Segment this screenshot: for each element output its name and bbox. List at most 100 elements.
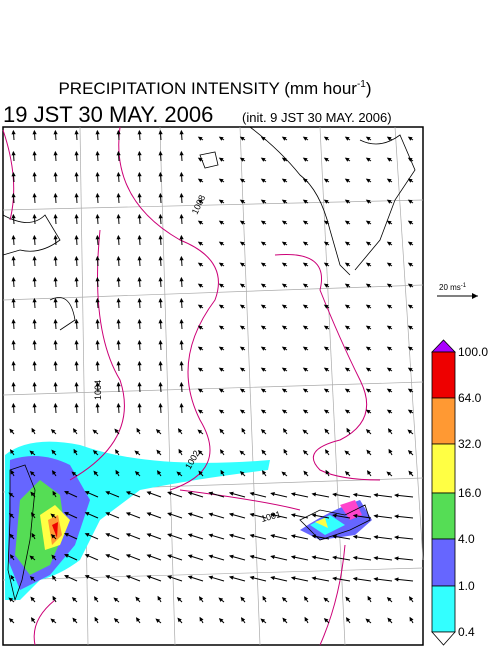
wind-arrow-head <box>9 533 14 539</box>
wind-arrow-head <box>74 318 79 324</box>
wind-arrow-head <box>187 491 193 496</box>
wind-arrow-head <box>240 617 246 622</box>
wind-arrow-head <box>116 360 121 366</box>
title-sup: -1 <box>357 79 366 90</box>
wind-arrow-head <box>302 178 308 183</box>
lat-lon-grid <box>2 126 424 646</box>
wind-arrow-head <box>249 491 255 496</box>
colorbar-label: 1.0 <box>458 579 475 593</box>
wind-arrow-head <box>187 554 193 559</box>
wind-arrow-head <box>116 213 121 219</box>
wind-arrow-head <box>11 318 16 324</box>
wind-arrow-head <box>179 213 184 219</box>
wind-arrow-head <box>199 616 204 622</box>
wind-arrow-head <box>386 178 392 183</box>
wind-arrow-head <box>407 325 413 330</box>
wind-arrow-head <box>408 596 414 601</box>
wind-vectors <box>8 129 414 624</box>
wind-arrow-head <box>365 409 371 414</box>
wind-arrow-head <box>394 493 399 498</box>
wind-arrow-head <box>323 220 329 225</box>
wind-arrow-head <box>116 150 121 156</box>
wind-arrow-head <box>311 492 317 497</box>
wind-arrow-head <box>261 470 267 475</box>
wind-arrow-head <box>157 595 162 601</box>
wind-arrow-head <box>281 283 287 288</box>
wind-arrow-head <box>137 234 142 240</box>
wind-arrow-head <box>137 297 142 303</box>
wind-arrow-head <box>158 339 163 345</box>
wind-arrow-head <box>8 597 14 602</box>
wind-arrow-head <box>220 469 225 475</box>
wind-arrow-head <box>187 533 193 538</box>
wind-arrow-head <box>323 618 329 623</box>
wind-arrow-head <box>407 304 413 309</box>
wind-arrow-head <box>260 429 266 434</box>
wind-arrow-head <box>95 318 100 324</box>
wind-arrow-head <box>303 470 308 476</box>
wind-arrow-head <box>239 450 245 455</box>
wind-arrow-head <box>176 597 182 602</box>
wind-arrow-head <box>344 367 350 372</box>
wind-arrow-head <box>116 276 121 282</box>
wind-arrow-head <box>407 157 413 162</box>
wind-arrow-head <box>260 136 266 141</box>
precipitation <box>5 441 372 600</box>
wind-arrow-head <box>386 220 392 225</box>
wind-arrow-head <box>32 402 37 408</box>
wind-arrow-head <box>179 297 184 303</box>
wind-arrow-head <box>179 360 184 366</box>
wind-arrow-head <box>260 409 266 414</box>
wind-arrow-head <box>408 470 413 476</box>
wind-arrow-head <box>64 574 69 579</box>
wind-arrow-head <box>93 470 98 476</box>
wind-arrow-head <box>95 381 100 387</box>
wind-arrow-head <box>208 533 214 538</box>
title: PRECIPITATION INTENSITY (mm hour-1) <box>58 79 371 98</box>
wind-arrow-head <box>179 192 184 198</box>
wind-arrow-head <box>386 157 392 162</box>
wind-arrow-head <box>137 339 142 345</box>
wind-arrow-head <box>74 360 79 366</box>
wind-arrow-head <box>386 471 392 476</box>
wind-arrow-head <box>53 360 58 366</box>
wind-arrow-head <box>187 575 193 580</box>
wind-arrow-head <box>29 471 35 476</box>
wind-arrow-head <box>105 533 111 537</box>
wind-arrow-head <box>93 596 99 601</box>
wind-arrow-head <box>249 575 255 580</box>
wind-arrow-head <box>239 471 245 476</box>
wind-arrow-head <box>30 512 36 517</box>
wind-arrow-head <box>179 402 184 408</box>
wind-arrow-head <box>407 178 413 183</box>
wind-arrow-head <box>323 304 329 309</box>
wind-arrow-head <box>365 283 371 288</box>
wind-arrow-head <box>302 199 308 204</box>
wind-arrow-head <box>344 283 350 288</box>
wind-arrow-head <box>302 450 308 455</box>
wind-arrow-head <box>218 220 224 225</box>
wind-arrow-head <box>158 318 163 324</box>
wind-arrow-head <box>239 367 245 372</box>
wind-arrow-head <box>52 490 57 496</box>
wind-arrow-head <box>64 511 69 516</box>
wind-arrow-head <box>167 533 172 538</box>
wind-arrow-head <box>228 575 234 580</box>
wind-arrow-head <box>262 595 267 601</box>
wind-arrow-head <box>302 346 308 351</box>
wind-arrow-head <box>388 448 393 454</box>
wind-arrow-head <box>32 297 37 303</box>
wind-arrow-head <box>158 255 163 261</box>
wind-arrow-head <box>218 262 224 267</box>
wind-arrow-head <box>281 346 287 351</box>
wind-arrow-head <box>261 449 266 455</box>
vector-scale-text: 20 ms <box>439 283 461 292</box>
wind-arrow-head <box>323 136 329 141</box>
wind-arrow-head <box>179 339 184 345</box>
wind-arrow-head <box>137 129 142 135</box>
wind-arrow-head <box>9 449 15 454</box>
wind-arrow-head <box>74 276 79 282</box>
wind-arrow-head <box>260 157 266 162</box>
wind-arrow-head <box>365 367 371 372</box>
wind-arrow-head <box>365 199 371 204</box>
